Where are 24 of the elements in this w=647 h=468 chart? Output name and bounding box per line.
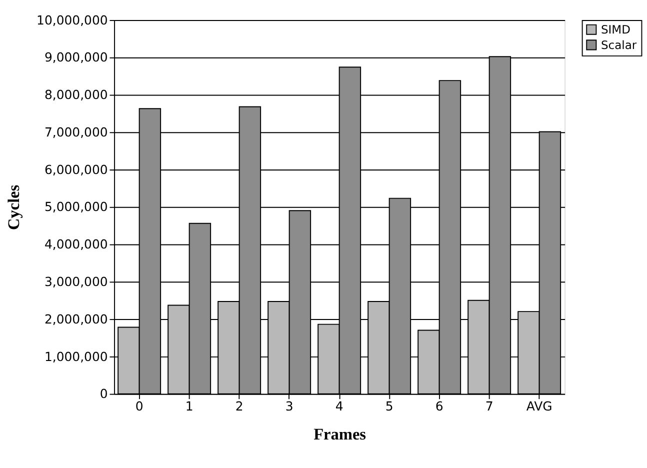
- x-axis-title: Frames: [314, 424, 366, 444]
- x-tick-label: 7: [485, 398, 494, 414]
- y-tick-label: 6,000,000: [44, 162, 108, 177]
- y-tick-label: 1,000,000: [44, 348, 108, 364]
- y-tick-label: 0: [100, 386, 108, 402]
- x-tick-label: 2: [235, 398, 244, 414]
- y-tick-label: 10,000,000: [36, 12, 108, 28]
- x-tick-label: 5: [385, 398, 394, 414]
- y-tick-label: 5,000,000: [44, 199, 108, 214]
- x-tick-label: AVG: [526, 398, 552, 414]
- y-tick-label: 3,000,000: [44, 274, 108, 289]
- legend-label: SIMD: [600, 22, 631, 36]
- x-tick-label: 0: [135, 398, 144, 414]
- y-tick-label: 8,000,000: [44, 87, 108, 102]
- y-tick-label: 2,000,000: [44, 311, 108, 326]
- y-tick-label: 7,000,000: [44, 124, 108, 140]
- legend-label: Scalar: [600, 38, 637, 52]
- x-tick-label: 6: [435, 398, 444, 414]
- y-tick-label: 9,000,000: [44, 50, 108, 65]
- x-tick-label: 4: [335, 398, 344, 414]
- y-axis-title: Cycles: [4, 184, 24, 230]
- y-tick-label: 4,000,000: [44, 236, 108, 252]
- x-tick-label: 3: [285, 398, 294, 414]
- x-tick-label: 1: [185, 398, 194, 414]
